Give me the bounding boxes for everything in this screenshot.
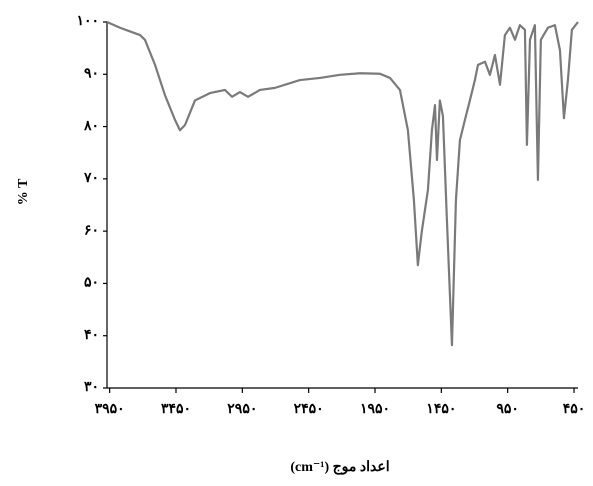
y-tick-label: ۴۰	[84, 328, 99, 343]
x-tick-label: ۳۴۵۰	[161, 402, 191, 417]
y-tick-label: ۸۰	[83, 119, 99, 134]
x-tick-label: ۱۹۵۰	[360, 402, 390, 417]
y-tick-label: ۵۰	[84, 276, 99, 291]
x-axis-label: اعداد موج (cm⁻¹)	[290, 460, 389, 475]
x-tick-label: ۲۴۵۰	[294, 402, 324, 417]
x-tick-label: ۴۵۰	[563, 402, 586, 417]
x-tick-label: ۲۹۵۰	[227, 402, 257, 417]
y-tick-label: ۳۰	[84, 380, 99, 395]
x-tick-label: ۱۴۵۰	[426, 402, 456, 417]
spectrum-line	[106, 20, 579, 347]
x-tick-label: ۳۹۵۰	[95, 402, 125, 417]
x-tick-label: ۹۵۰	[496, 402, 519, 417]
y-tick-label: ۹۰	[84, 67, 99, 82]
y-axis-label: % T	[16, 178, 31, 205]
y-tick-label: ۱۰۰	[76, 14, 99, 29]
y-tick-label: ۷۰	[83, 171, 99, 186]
y-tick-label: ۶۰	[84, 223, 99, 238]
